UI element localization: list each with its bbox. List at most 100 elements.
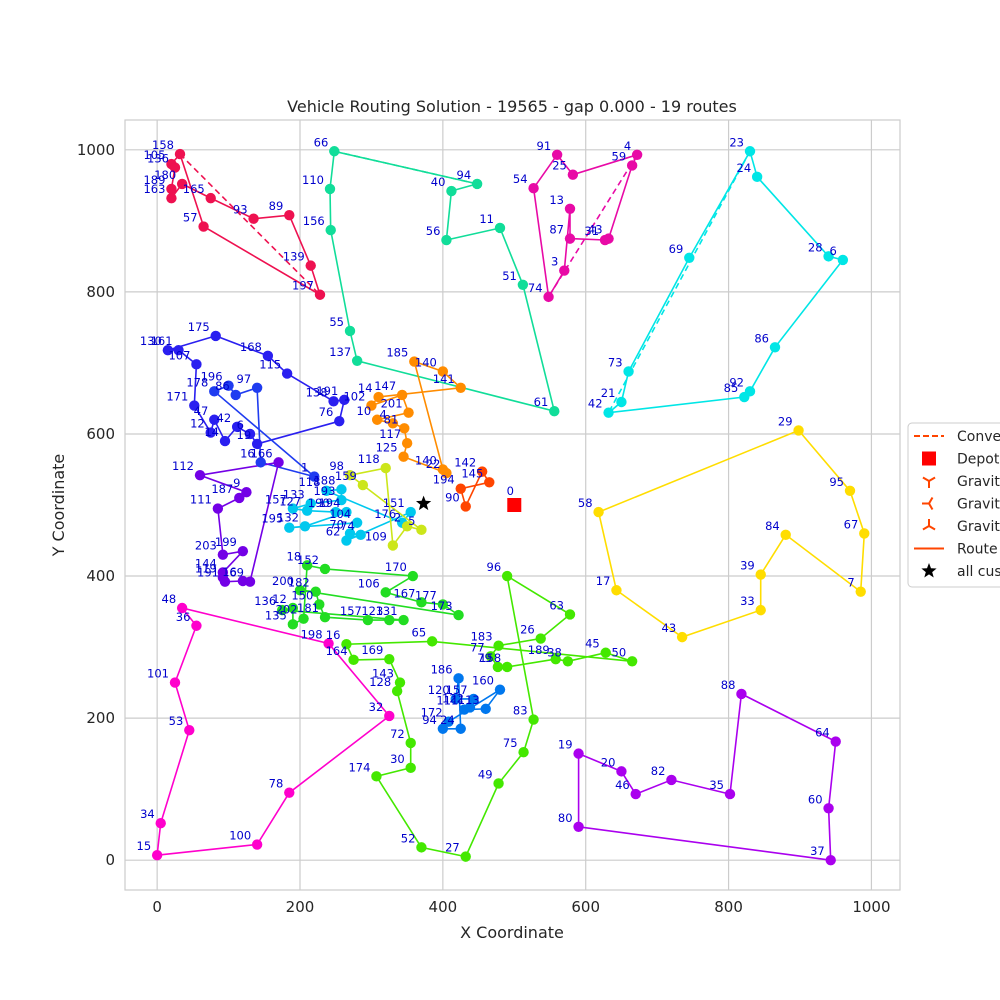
customer-point — [856, 586, 866, 596]
customer-point — [752, 172, 762, 182]
customer-point — [495, 223, 505, 233]
customer-label: 5 — [408, 514, 415, 528]
customer-label: 141 — [433, 372, 455, 386]
customer-label: 58 — [578, 496, 593, 510]
customer-point — [320, 564, 330, 574]
customer-label: 75 — [503, 736, 518, 750]
customer-point — [745, 146, 755, 156]
customer-label: 131 — [376, 604, 398, 618]
customer-label: 15 — [137, 839, 152, 853]
customer-point — [248, 214, 258, 224]
x-tick-label: 400 — [429, 898, 458, 916]
customer-label: 187 — [211, 482, 233, 496]
customer-label: 139 — [283, 250, 305, 264]
customer-point — [184, 725, 194, 735]
x-tick-label: 1000 — [852, 898, 890, 916]
customer-point — [288, 619, 298, 629]
customer-point — [398, 451, 408, 461]
customer-label: 140 — [415, 453, 437, 467]
customer-point — [282, 368, 292, 378]
customer-point — [406, 763, 416, 773]
customer-point — [461, 851, 471, 861]
customer-label: 1 — [301, 461, 308, 475]
y-axis-label: Y Coordinate — [49, 454, 68, 558]
customer-label: 53 — [169, 714, 184, 728]
customer-label: 111 — [190, 493, 212, 507]
customer-label: 23 — [729, 135, 744, 149]
customer-point — [831, 736, 841, 746]
customer-point — [502, 571, 512, 581]
customer-point — [446, 186, 456, 196]
customer-point — [543, 292, 553, 302]
customer-label: 20 — [601, 755, 616, 769]
customer-label: 86 — [215, 379, 230, 393]
customer-point — [345, 326, 355, 336]
y-tick-label: 1000 — [77, 141, 115, 159]
customer-label: 90 — [445, 490, 460, 504]
customer-label: 161 — [151, 334, 173, 348]
y-tick-label: 400 — [86, 567, 115, 585]
customer-point — [238, 546, 248, 556]
legend-label: Gravit — [957, 474, 1000, 490]
y-tick-label: 200 — [86, 709, 115, 727]
customer-label: 81 — [384, 412, 399, 426]
customer-point — [416, 842, 426, 852]
customer-point — [300, 521, 310, 531]
customer-label: 6 — [830, 244, 837, 258]
customer-point — [461, 501, 471, 511]
customer-label: 180 — [154, 168, 176, 182]
customer-label: 45 — [585, 637, 600, 651]
customer-point — [756, 605, 766, 615]
customer-label: 83 — [513, 704, 528, 718]
customer-point — [403, 407, 413, 417]
customer-point — [528, 183, 538, 193]
legend-label: all cus — [957, 564, 1000, 580]
customer-label: 127 — [279, 495, 301, 509]
customer-point — [198, 221, 208, 231]
customer-label: 60 — [808, 792, 823, 806]
customer-point — [384, 711, 394, 721]
customer-label: 199 — [215, 535, 237, 549]
customer-point — [326, 225, 336, 235]
customer-point — [252, 839, 262, 849]
customer-point — [770, 342, 780, 352]
customer-label: 168 — [240, 340, 262, 354]
customer-point — [170, 677, 180, 687]
customer-point — [371, 771, 381, 781]
customer-label: 40 — [431, 175, 446, 189]
customer-point — [195, 470, 205, 480]
customer-point — [845, 486, 855, 496]
customer-point — [384, 654, 394, 664]
customer-label: 167 — [393, 586, 415, 600]
y-tick-label: 600 — [86, 425, 115, 443]
customer-point — [601, 648, 611, 658]
customer-label: 137 — [329, 345, 351, 359]
customer-label: 52 — [401, 831, 416, 845]
customer-label: 102 — [343, 390, 365, 404]
customer-label: 76 — [319, 405, 334, 419]
customer-point — [408, 571, 418, 581]
customer-label: 175 — [188, 320, 210, 334]
legend-label: Conve — [957, 429, 1000, 445]
x-tick-label: 200 — [286, 898, 315, 916]
customer-point — [666, 775, 676, 785]
customer-label: 112 — [172, 459, 194, 473]
customer-point — [559, 265, 569, 275]
customer-point — [273, 457, 283, 467]
customer-label: 54 — [513, 172, 528, 186]
customer-label: 78 — [269, 777, 284, 791]
customer-point — [859, 528, 869, 538]
customer-point — [481, 704, 491, 714]
customer-label: 19 — [237, 428, 252, 442]
customer-point — [456, 383, 466, 393]
customer-point — [166, 193, 176, 203]
customer-point — [518, 280, 528, 290]
customer-point — [593, 507, 603, 517]
customer-label: 34 — [140, 807, 155, 821]
customer-label: 73 — [608, 355, 623, 369]
customer-label: 33 — [740, 594, 755, 608]
customer-label: 65 — [412, 625, 427, 639]
customer-point — [627, 160, 637, 170]
customer-label: 86 — [754, 331, 769, 345]
customer-label: 26 — [520, 623, 535, 637]
